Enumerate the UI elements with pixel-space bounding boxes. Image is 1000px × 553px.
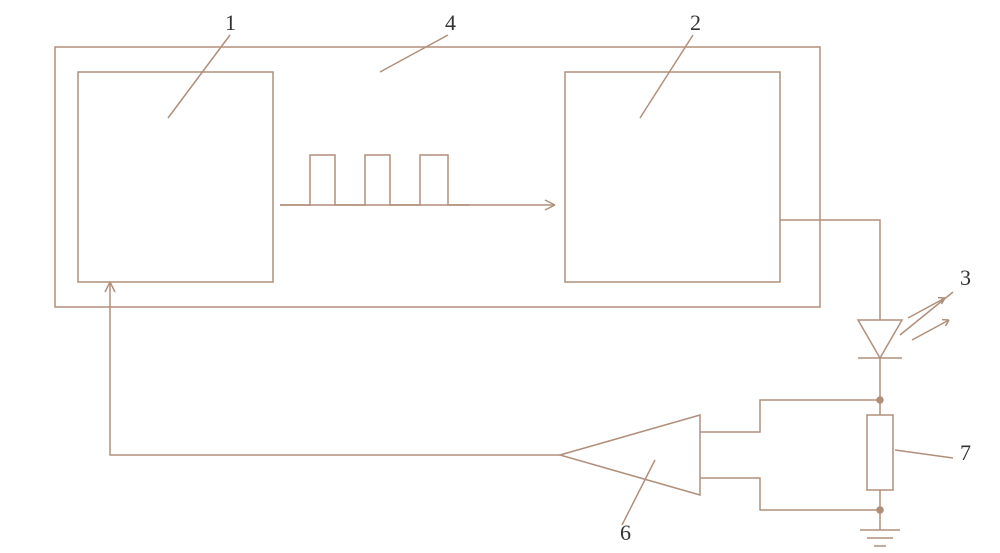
callout-label-1: 1 xyxy=(225,10,236,35)
leader-7 xyxy=(895,450,953,458)
amplifier xyxy=(560,415,700,495)
outer-enclosure xyxy=(55,47,820,307)
callout-label-4: 4 xyxy=(445,10,456,35)
callout-label-6: 6 xyxy=(620,520,631,545)
resistor xyxy=(867,415,893,490)
led-icon xyxy=(858,320,902,358)
callout-label-7: 7 xyxy=(960,440,971,465)
wire-block2-to-led xyxy=(780,220,880,310)
wire-amp-to-block1 xyxy=(110,282,560,455)
callout-label-2: 2 xyxy=(690,10,701,35)
pulse-waveform xyxy=(280,155,470,205)
leader-3 xyxy=(900,292,953,335)
callout-label-3: 3 xyxy=(960,265,971,290)
leader-4 xyxy=(380,35,448,72)
wire-node-bot-to-amp xyxy=(700,478,880,510)
block-2 xyxy=(565,72,780,282)
leader-6 xyxy=(622,460,655,525)
wire-node-top-to-amp xyxy=(700,400,880,432)
block-1 xyxy=(78,72,273,282)
